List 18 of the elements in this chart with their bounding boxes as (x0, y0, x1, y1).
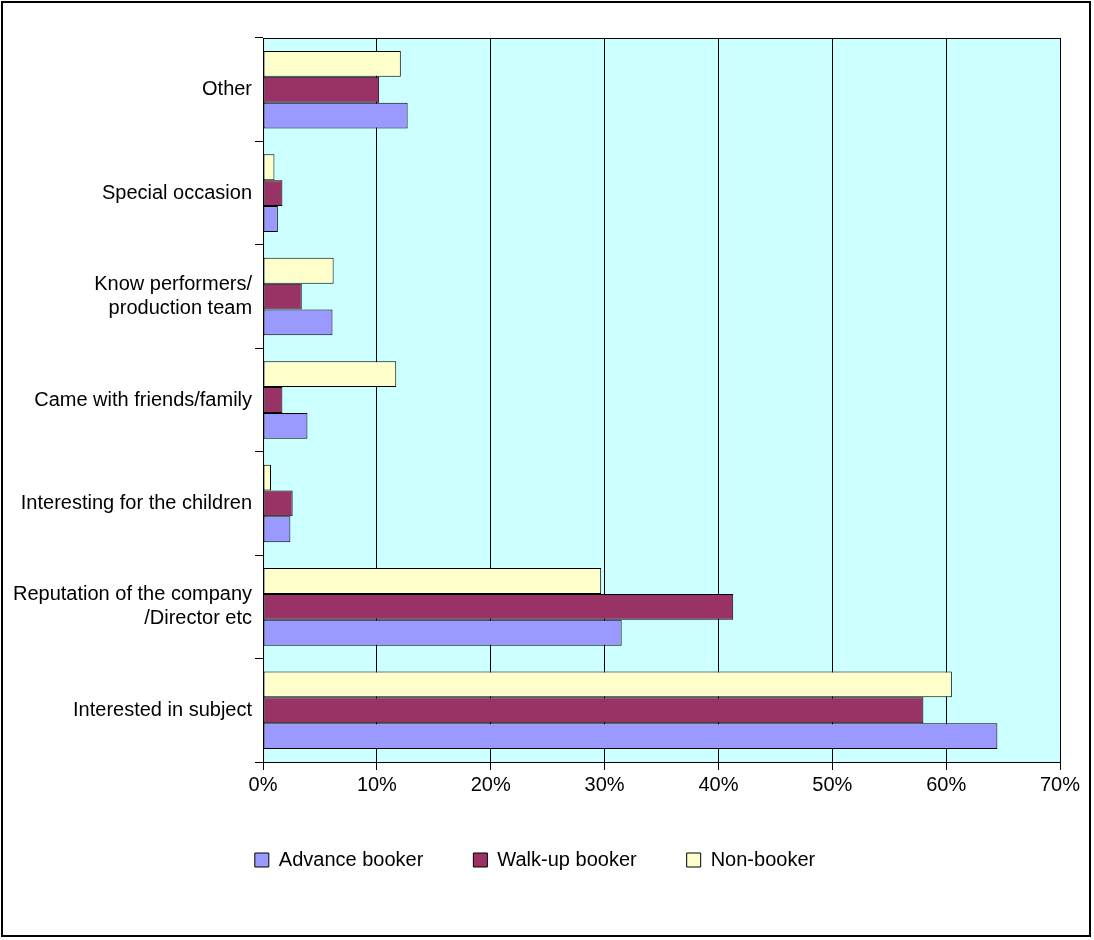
y-tick-label: Special occasion (101, 180, 253, 203)
y-tick-label: Reputation of the company /Director etc (13, 582, 253, 629)
x-tick-label: 50% (812, 772, 853, 795)
x-tick-label: 30% (584, 772, 625, 795)
x-tick-label: 0% (248, 772, 278, 795)
y-tick-label: Interesting for the children (20, 490, 253, 513)
y-tick-label: Interested in subject (73, 697, 253, 720)
y-tick-label: Know performers/ production team (94, 272, 253, 319)
x-tick-label: 40% (698, 772, 739, 795)
x-tick-label: 60% (926, 772, 967, 795)
x-tick-label: 10% (356, 772, 398, 795)
legend-label: Non-booker (710, 847, 816, 870)
legend-label: Advance booker (278, 847, 424, 870)
x-tick-label: 20% (470, 772, 511, 795)
x-tick-label: 70% (1039, 772, 1081, 795)
y-tick-label: Other (202, 77, 253, 100)
y-tick-label: Came with friends/family (34, 387, 253, 410)
legend-label: Walk-up booker (497, 847, 638, 870)
